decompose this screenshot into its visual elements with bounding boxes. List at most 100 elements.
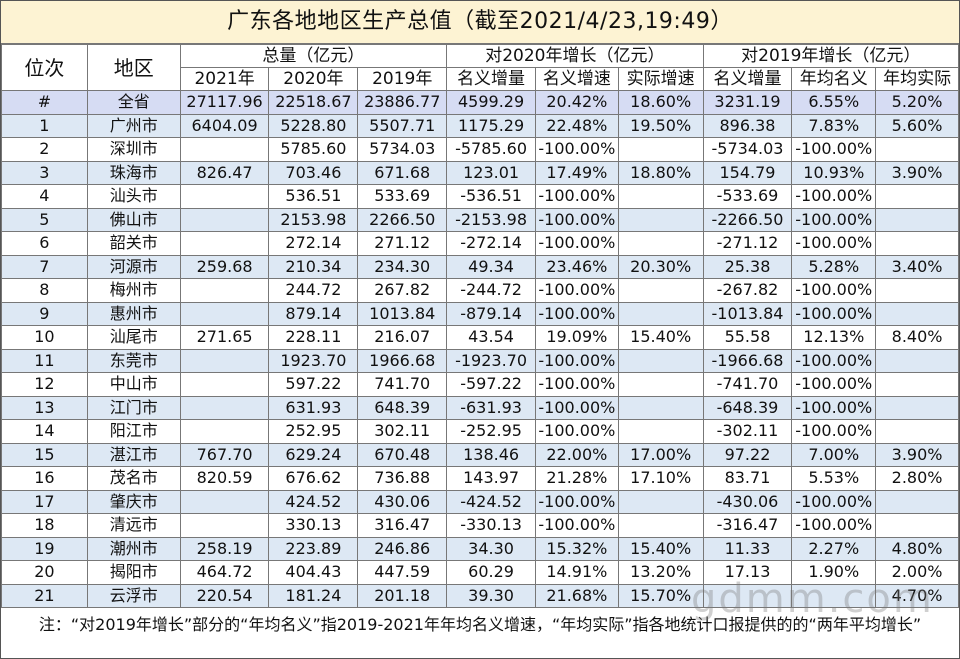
value-cell: -330.13 <box>446 513 536 538</box>
value-cell: -100.00% <box>534 301 619 326</box>
gdp-table: 位次 地区 总量（亿元） 对2020年增长（亿元） 对2019年增长（亿元） 2… <box>1 44 960 608</box>
value-cell: 15.40% <box>617 325 704 350</box>
value-cell <box>179 348 270 373</box>
rank-cell: 13 <box>1 395 88 420</box>
value-cell <box>179 301 270 326</box>
value-cell: -100.00% <box>791 513 877 538</box>
value-cell: -5734.03 <box>702 137 793 162</box>
header-region: 地区 <box>86 44 181 91</box>
rank-cell: 19 <box>1 536 88 561</box>
value-cell: -100.00% <box>791 301 877 326</box>
value-cell: -1923.70 <box>446 348 536 373</box>
region-cell: 汕头市 <box>86 184 181 209</box>
value-cell <box>875 184 959 209</box>
value-cell: 216.07 <box>357 325 448 350</box>
value-cell: 316.47 <box>357 513 448 538</box>
table-row: 13 江门市 631.93 648.39 -631.93 -100.00% -648.39-… <box>1 395 959 420</box>
value-cell <box>875 513 959 538</box>
value-cell: -1966.68 <box>702 348 793 373</box>
value-cell <box>179 231 270 256</box>
table-row: 8 梅州市 244.72 267.82 -244.72 -100.00% -267.82 -1… <box>1 278 959 303</box>
rank-cell: # <box>1 90 88 115</box>
value-cell: 464.72 <box>179 560 270 585</box>
value-cell <box>179 207 270 232</box>
value-cell: -648.39 <box>702 395 793 420</box>
header-rank: 位次 <box>1 44 88 91</box>
value-cell: -100.00% <box>791 489 877 514</box>
table-row: 11 东莞市 1923.70 1966.68 -1923.70 -100.00% -1966… <box>1 348 959 373</box>
table-row: 7 河源市 259.68 210.34 234.30 49.34 23.46% 20.30% 2… <box>1 254 959 279</box>
value-cell: -1013.84 <box>702 301 793 326</box>
value-cell <box>179 489 270 514</box>
table-row: 3 珠海市 826.47 703.46 671.68 123.01 17.49% 18.80%… <box>1 160 959 185</box>
value-cell: 597.22 <box>268 372 359 397</box>
value-cell <box>617 489 704 514</box>
value-cell: 767.70 <box>179 442 270 467</box>
value-cell: 123.01 <box>446 160 536 185</box>
value-cell: 6404.09 <box>179 113 270 138</box>
rank-cell: 12 <box>1 372 88 397</box>
value-cell <box>875 231 959 256</box>
value-cell: -100.00% <box>534 513 619 538</box>
value-cell: 154.79 <box>702 160 793 185</box>
value-cell: 246.86 <box>357 536 448 561</box>
value-cell: 228.11 <box>268 325 359 350</box>
value-cell: 60.29 <box>446 560 536 585</box>
table-row: 14 阳江市 252.95 302.11 -252.95 -100.00% -302.11-… <box>1 419 959 444</box>
value-cell: 21.28% <box>534 466 619 491</box>
value-cell: 17.00% <box>617 442 704 467</box>
region-cell: 梅州市 <box>86 278 181 303</box>
table-row: 2 深圳市 5785.60 5734.03 -5785.60 -100.00% -5734.… <box>1 137 959 162</box>
value-cell: -536.51 <box>446 184 536 209</box>
value-cell: -100.00% <box>534 137 619 162</box>
value-cell: -430.06 <box>702 489 793 514</box>
value-cell <box>617 348 704 373</box>
region-cell: 珠海市 <box>86 160 181 185</box>
value-cell: -100.00% <box>534 419 619 444</box>
header-group-total: 总量（亿元） <box>179 44 448 68</box>
subheader-cell: 2021年 <box>179 67 270 91</box>
region-cell: 东莞市 <box>86 348 181 373</box>
value-cell: -100.00% <box>791 207 877 232</box>
value-cell: 181.24 <box>268 583 359 608</box>
value-cell: 5.60% <box>875 113 959 138</box>
table-row: 12 中山市 597.22 741.70 -597.22 -100.00% -741.70-… <box>1 372 959 397</box>
value-cell: -533.69 <box>702 184 793 209</box>
value-cell: 5.53% <box>791 466 877 491</box>
value-cell: -2153.98 <box>446 207 536 232</box>
value-cell: 6.55% <box>791 90 877 115</box>
value-cell <box>617 278 704 303</box>
value-cell: 5734.03 <box>357 137 448 162</box>
value-cell <box>179 184 270 209</box>
value-cell: 13.20% <box>617 560 704 585</box>
value-cell: 18.80% <box>617 160 704 185</box>
rank-cell: 16 <box>1 466 88 491</box>
value-cell: -424.52 <box>446 489 536 514</box>
value-cell: 15.70% <box>617 583 704 608</box>
value-cell: -597.22 <box>446 372 536 397</box>
value-cell: -100.00% <box>534 372 619 397</box>
value-cell: 17.49% <box>534 160 619 185</box>
value-cell: 424.52 <box>268 489 359 514</box>
rank-cell: 20 <box>1 560 88 585</box>
table-row: 9 惠州市 879.14 1013.84 -879.14 -100.00% -1013.84… <box>1 301 959 326</box>
value-cell: 10.93% <box>791 160 877 185</box>
value-cell: 648.39 <box>357 395 448 420</box>
rank-cell: 4 <box>1 184 88 209</box>
region-cell: 河源市 <box>86 254 181 279</box>
value-cell: 23886.77 <box>357 90 448 115</box>
total-row: # 全省 27117.96 22518.67 23886.77 4599.29 20.42%… <box>1 90 959 115</box>
value-cell: 2.00% <box>875 560 959 585</box>
value-cell <box>617 207 704 232</box>
value-cell: -100.00% <box>791 184 877 209</box>
value-cell <box>875 207 959 232</box>
value-cell: -100.00% <box>791 231 877 256</box>
value-cell: 20.42% <box>534 90 619 115</box>
value-cell: -100.00% <box>791 137 877 162</box>
value-cell: -5785.60 <box>446 137 536 162</box>
value-cell: -302.11 <box>702 419 793 444</box>
region-cell: 深圳市 <box>86 137 181 162</box>
value-cell: 244.72 <box>268 278 359 303</box>
value-cell: 533.69 <box>357 184 448 209</box>
value-cell: 34.30 <box>446 536 536 561</box>
